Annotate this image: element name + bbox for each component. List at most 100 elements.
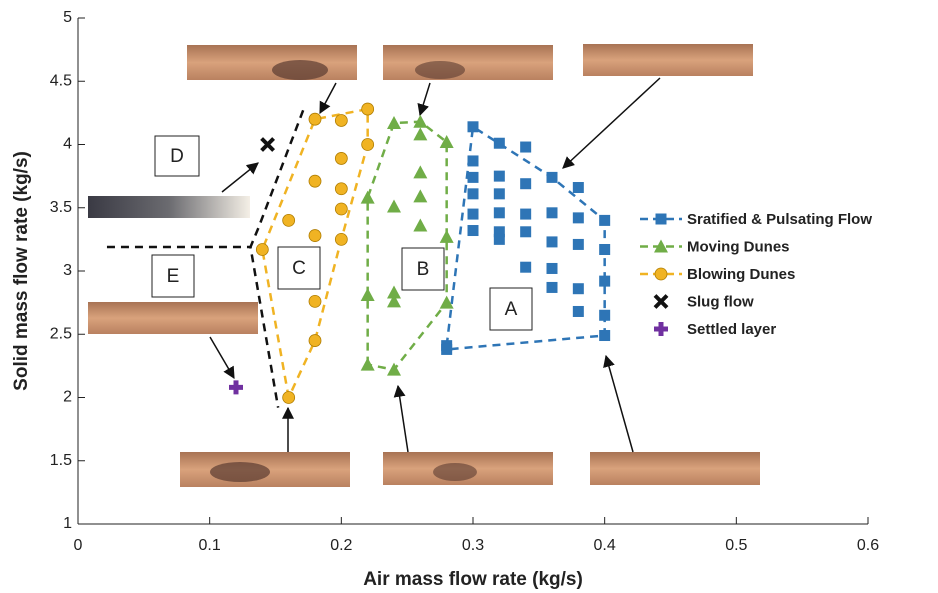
marker	[441, 344, 452, 355]
marker	[599, 244, 610, 255]
marker	[520, 178, 531, 189]
chart: A B C D E Air mass flow rate (kg/s) Soli…	[0, 0, 938, 593]
marker	[468, 188, 479, 199]
photo	[187, 45, 357, 80]
legend-label: Moving Dunes	[687, 238, 790, 255]
marker	[262, 139, 274, 151]
region-label: D	[170, 146, 184, 167]
marker	[335, 183, 347, 195]
marker	[362, 103, 374, 115]
arrow	[222, 163, 258, 192]
marker	[494, 171, 505, 182]
legend-marker	[655, 268, 667, 280]
legend-label: Blowing Dunes	[687, 266, 795, 283]
marker	[520, 226, 531, 237]
photo-shadow	[210, 462, 270, 482]
photo	[88, 302, 258, 334]
marker	[599, 330, 610, 341]
marker	[362, 139, 374, 151]
y-tick-label: 3	[63, 262, 72, 279]
arrow	[320, 83, 336, 113]
marker	[468, 209, 479, 220]
marker	[494, 188, 505, 199]
marker	[520, 262, 531, 273]
boundary	[368, 122, 447, 370]
y-tick-label: 2.5	[50, 325, 72, 342]
marker	[573, 239, 584, 250]
marker	[413, 127, 427, 140]
marker	[283, 392, 295, 404]
marker	[387, 199, 401, 212]
photo-shadow	[272, 60, 328, 80]
marker	[573, 306, 584, 317]
marker	[468, 172, 479, 183]
y-tick-label: 4.5	[50, 72, 72, 89]
legend-label: Settled layer	[687, 321, 776, 338]
x-tick-label: 0.4	[594, 537, 616, 554]
legend-label: Sratified & Pulsating Flow	[687, 211, 872, 228]
boundary	[107, 110, 303, 407]
marker	[599, 215, 610, 226]
x-tick-label: 0.6	[857, 537, 879, 554]
marker	[309, 295, 321, 307]
photo	[583, 44, 753, 76]
marker	[361, 288, 375, 301]
marker	[413, 218, 427, 231]
marker	[335, 114, 347, 126]
marker	[547, 263, 558, 274]
marker	[256, 243, 268, 255]
marker	[440, 230, 454, 243]
y-tick-label: 1.5	[50, 452, 72, 469]
arrow	[420, 83, 430, 115]
arrow	[606, 356, 633, 452]
x-axis-label: Air mass flow rate (kg/s)	[363, 569, 583, 590]
marker	[309, 113, 321, 125]
marker	[468, 121, 479, 132]
marker	[361, 358, 375, 371]
legend-label: Slug flow	[687, 293, 754, 310]
x-tick-label: 0.5	[725, 537, 747, 554]
y-tick-label: 1	[63, 515, 72, 532]
x-tick-label: 0.3	[462, 537, 484, 554]
marker	[573, 212, 584, 223]
photo-shadow	[433, 463, 477, 481]
y-tick-label: 5	[63, 9, 72, 26]
marker	[520, 209, 531, 220]
marker	[547, 207, 558, 218]
region-label: B	[417, 259, 430, 280]
marker	[573, 283, 584, 294]
y-tick-label: 4	[63, 136, 72, 153]
x-tick-label: 0	[74, 537, 83, 554]
photo-shadow	[415, 61, 465, 79]
region-label: A	[505, 299, 518, 320]
arrow	[210, 337, 234, 378]
marker	[335, 233, 347, 245]
x-tick-label: 0.2	[330, 537, 352, 554]
y-axis-label: Solid mass flow rate (kg/s)	[11, 151, 32, 391]
marker	[387, 116, 401, 129]
photo	[590, 452, 760, 485]
marker	[547, 282, 558, 293]
marker	[413, 165, 427, 178]
marker	[309, 230, 321, 242]
marker	[547, 236, 558, 247]
marker	[547, 172, 558, 183]
region-label: E	[167, 266, 180, 287]
marker	[309, 175, 321, 187]
y-tick-label: 3.5	[50, 199, 72, 216]
marker	[599, 276, 610, 287]
arrow	[398, 386, 408, 452]
photo	[383, 45, 553, 80]
marker	[468, 155, 479, 166]
marker	[494, 207, 505, 218]
legend-marker	[654, 322, 668, 336]
marker	[283, 214, 295, 226]
marker	[413, 189, 427, 202]
marker	[494, 138, 505, 149]
region-label: C	[292, 258, 306, 279]
x-tick-label: 0.1	[199, 537, 221, 554]
marker	[494, 234, 505, 245]
marker	[468, 225, 479, 236]
marker	[599, 310, 610, 321]
marker	[309, 335, 321, 347]
